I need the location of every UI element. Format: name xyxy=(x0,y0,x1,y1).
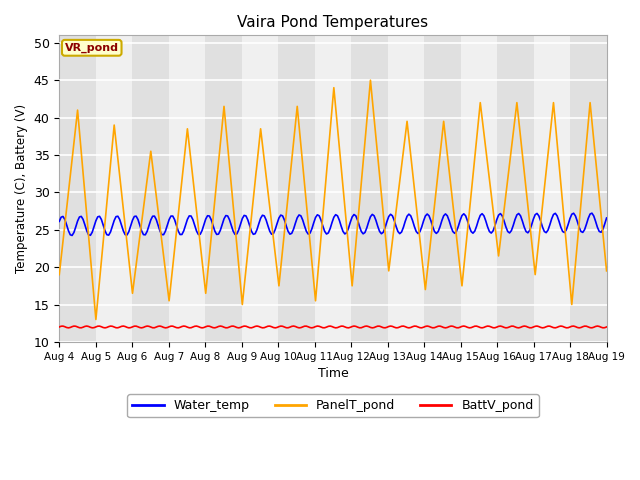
Bar xyxy=(461,36,497,342)
X-axis label: Time: Time xyxy=(317,367,348,380)
Bar xyxy=(132,36,169,342)
Bar xyxy=(351,36,388,342)
Bar xyxy=(96,36,132,342)
Bar xyxy=(242,36,278,342)
Text: VR_pond: VR_pond xyxy=(65,43,119,53)
Bar xyxy=(570,36,607,342)
Bar xyxy=(278,36,315,342)
Y-axis label: Temperature (C), Battery (V): Temperature (C), Battery (V) xyxy=(15,104,28,273)
Bar xyxy=(315,36,351,342)
Bar xyxy=(388,36,424,342)
Bar xyxy=(534,36,570,342)
Title: Vaira Pond Temperatures: Vaira Pond Temperatures xyxy=(237,15,429,30)
Legend: Water_temp, PanelT_pond, BattV_pond: Water_temp, PanelT_pond, BattV_pond xyxy=(127,394,538,417)
Bar xyxy=(60,36,96,342)
Bar xyxy=(497,36,534,342)
Bar xyxy=(205,36,242,342)
Bar xyxy=(424,36,461,342)
Bar xyxy=(169,36,205,342)
